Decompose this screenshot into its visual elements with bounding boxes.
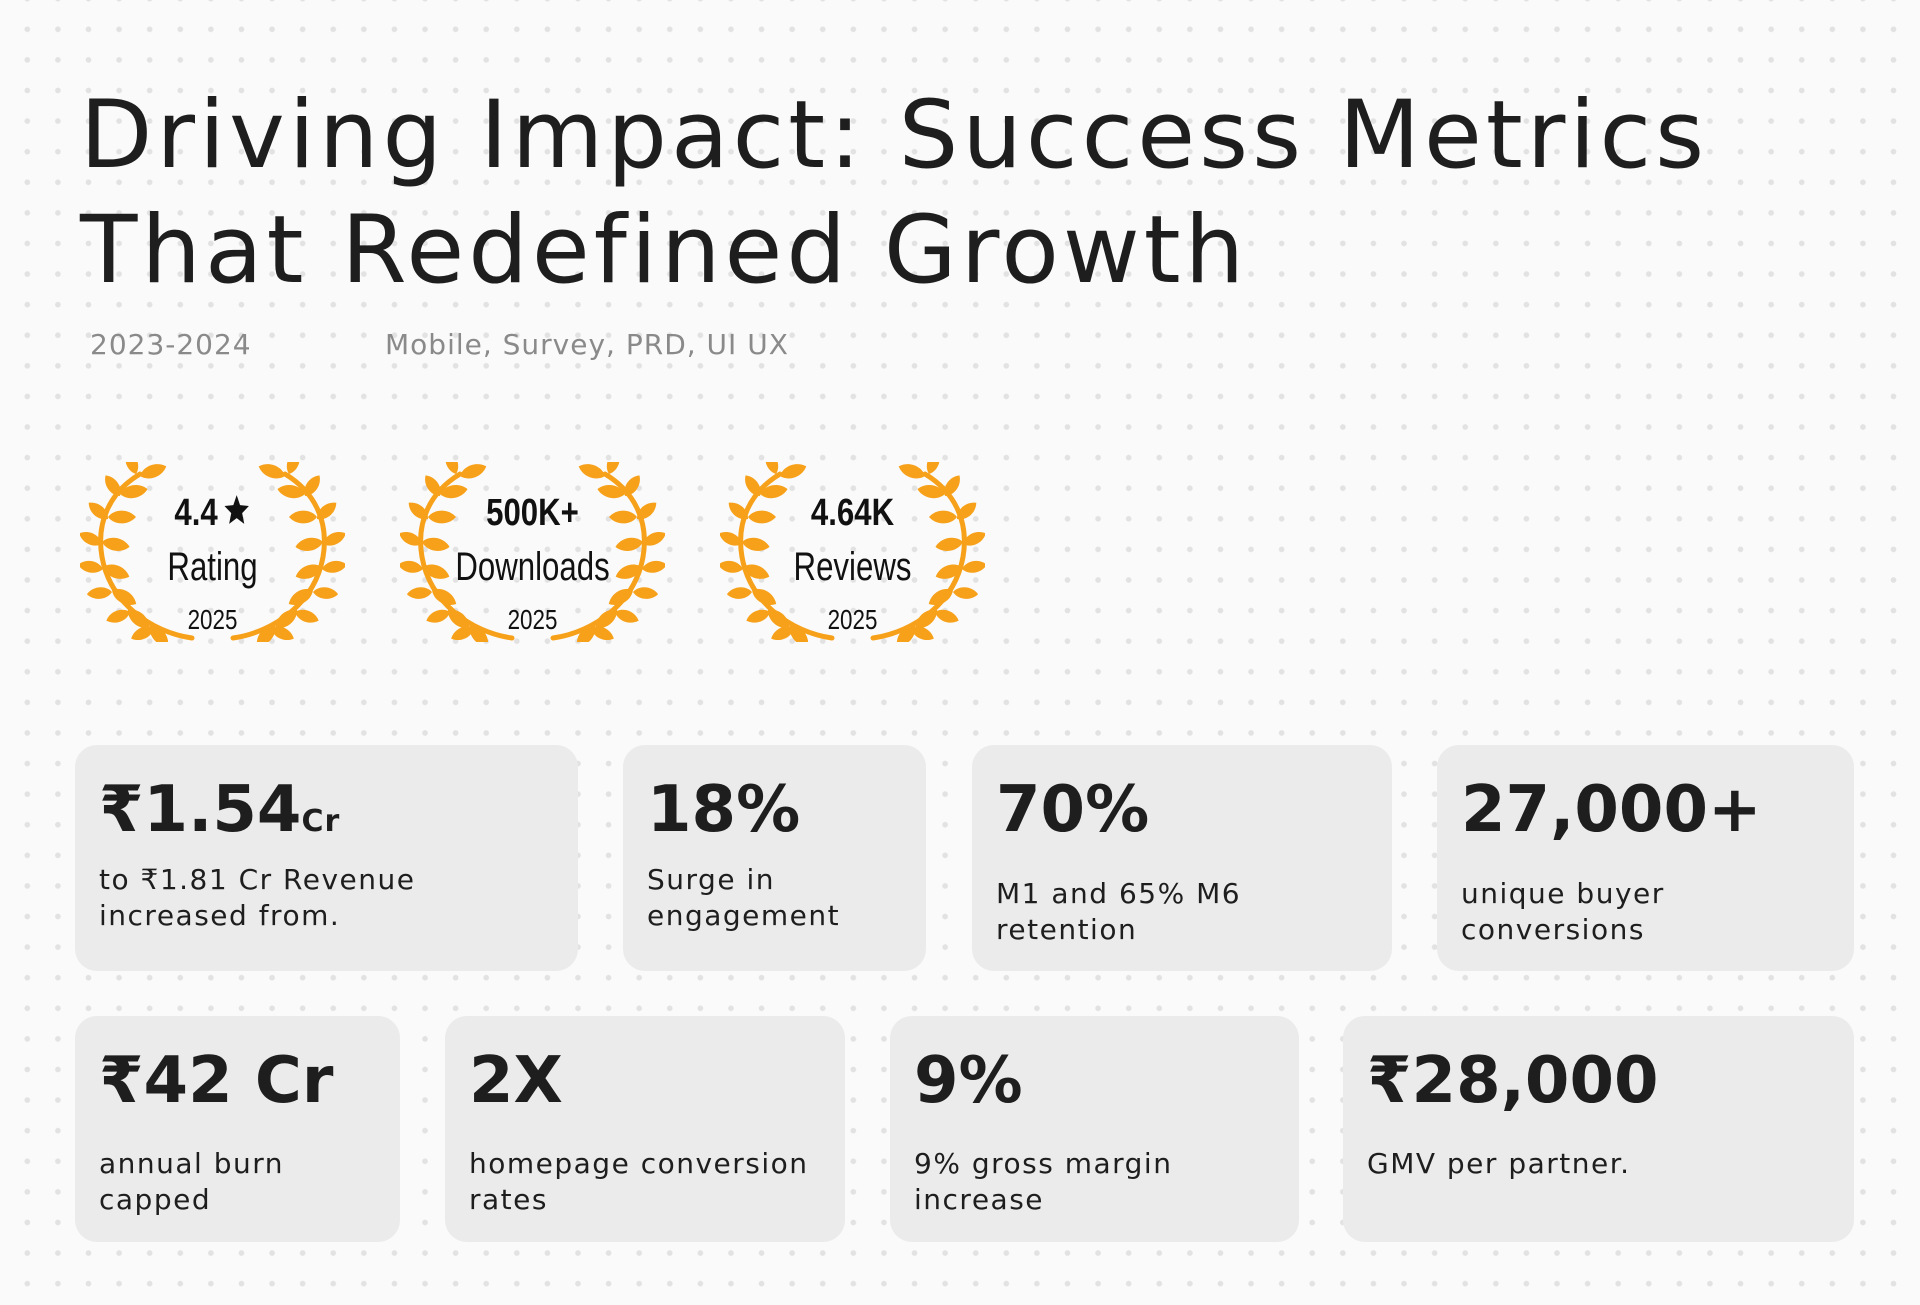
award-downloads-label: Downloads — [455, 545, 610, 589]
metric-desc-line-1: annual burn — [99, 1147, 285, 1180]
metric-card-gmv: ₹28,000 GMV per partner. — [1343, 1016, 1854, 1242]
award-downloads: 500K+ Downloads 2025 — [400, 462, 665, 642]
award-reviews-value: 4.64K — [810, 492, 895, 534]
metric-value: 27,000+ — [1461, 773, 1762, 847]
award-reviews-year: 2025 — [827, 604, 878, 635]
award-reviews: 4.64K Reviews 2025 — [720, 462, 985, 642]
metric-desc-line-2: rates — [469, 1183, 548, 1216]
metric-desc-line-1: GMV per partner. — [1367, 1147, 1631, 1180]
metric-card-revenue: ₹1.54Cr to ₹1.81 Cr Revenue increased fr… — [75, 745, 578, 971]
metric-desc-line-2: conversions — [1461, 913, 1645, 946]
metric-card-homepage-conversion: 2X homepage conversion rates — [445, 1016, 845, 1242]
star-icon — [224, 495, 249, 524]
page-title-line-1: Driving Impact: Success Metrics — [80, 81, 1709, 190]
metric-desc-line-1: to ₹1.81 Cr Revenue — [99, 863, 416, 896]
metric-value: 2X — [469, 1044, 563, 1118]
metric-desc-line-2: increase — [914, 1183, 1045, 1216]
award-rating: 4.4 Rating 2025 — [80, 462, 345, 642]
award-rating-label: Rating — [167, 545, 258, 589]
metric-desc-line-2: increased from. — [99, 899, 341, 932]
metric-value: 18% — [647, 773, 801, 847]
metric-number: ₹1.54 — [99, 773, 302, 847]
award-rating-year: 2025 — [187, 604, 238, 635]
metric-value: ₹1.54Cr — [99, 771, 340, 861]
metric-desc-line-2: capped — [99, 1183, 212, 1216]
page-title: Driving Impact: Success Metrics That Red… — [80, 78, 1708, 308]
metric-value: 9% — [914, 1044, 1023, 1118]
metric-desc-line-2: retention — [996, 913, 1138, 946]
metric-desc-line-1: unique buyer — [1461, 877, 1665, 910]
metric-value: ₹42 Cr — [99, 1044, 334, 1118]
award-rating-value: 4.4 — [104, 492, 321, 535]
metric-value: 70% — [996, 773, 1150, 847]
metric-desc-line-1: M1 and 65% M6 — [996, 877, 1242, 910]
metric-card-conversions: 27,000+ unique buyer conversions — [1437, 745, 1854, 971]
metric-desc-line-1: homepage conversion — [469, 1147, 809, 1180]
metric-unit: Cr — [301, 804, 341, 839]
project-years: 2023-2024 — [90, 328, 252, 361]
project-tags: Mobile, Survey, PRD, UI UX — [385, 328, 789, 361]
award-downloads-year: 2025 — [507, 604, 558, 635]
metric-desc-line-2: engagement — [647, 899, 841, 932]
metric-value: ₹28,000 — [1367, 1044, 1659, 1118]
award-downloads-value: 500K+ — [486, 492, 579, 534]
award-rating-number: 4.4 — [174, 492, 218, 534]
page-title-line-2: That Redefined Growth — [80, 196, 1249, 305]
metric-desc-line-1: Surge in — [647, 863, 775, 896]
metric-card-gross-margin: 9% 9% gross margin increase — [890, 1016, 1299, 1242]
award-reviews-label: Reviews — [793, 545, 912, 589]
metric-card-burn: ₹42 Cr annual burn capped — [75, 1016, 400, 1242]
metric-card-engagement: 18% Surge in engagement — [623, 745, 926, 971]
metric-desc-line-1: 9% gross margin — [914, 1147, 1173, 1180]
metric-card-retention: 70% M1 and 65% M6 retention — [972, 745, 1392, 971]
